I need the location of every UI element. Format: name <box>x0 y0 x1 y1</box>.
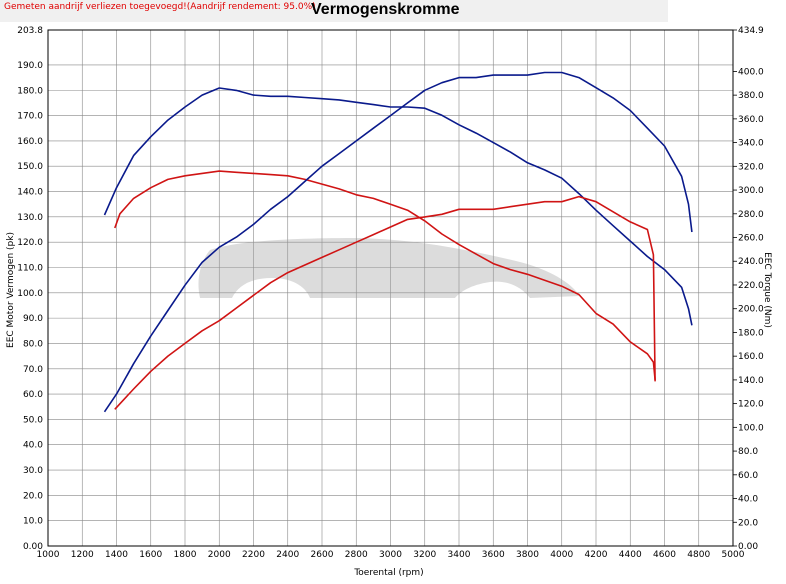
x-tick-label: 1400 <box>105 550 128 560</box>
plot-frame <box>47 29 734 547</box>
y-tick-label: 110.0 <box>17 263 43 273</box>
y2-tick-label: 140.0 <box>738 376 764 386</box>
series-line-3 <box>103 71 693 413</box>
y-tick-label: 40.0 <box>23 441 43 451</box>
y2-tick-label: 434.9 <box>738 26 764 36</box>
series-line-2 <box>114 170 656 380</box>
y2-tick-label: 60.0 <box>738 471 758 481</box>
y-tick-label: 140.0 <box>17 188 43 198</box>
y-tick-label: 100.0 <box>17 289 43 299</box>
y2-tick-label: 200.0 <box>738 305 764 315</box>
y-tick-label: 70.0 <box>23 365 43 375</box>
x-tick-label: 1200 <box>71 550 94 560</box>
y2-tick-label: 360.0 <box>738 115 764 125</box>
y-tick-label: 50.0 <box>23 415 43 425</box>
y2-tick-label: 40.0 <box>738 495 758 505</box>
y-tick-label: 180.0 <box>17 86 43 96</box>
y-tick-label: 30.0 <box>23 466 43 476</box>
x-tick-label: 2800 <box>345 550 368 560</box>
y-tick-label: 203.8 <box>17 26 43 36</box>
x-tick-label: 4800 <box>687 550 710 560</box>
x-tick-label: 1000 <box>37 550 60 560</box>
y-tick-label: 150.0 <box>17 162 43 172</box>
y2-tick-label: 300.0 <box>738 186 764 196</box>
y-tick-label: 90.0 <box>23 314 43 324</box>
y-tick-label: 160.0 <box>17 137 43 147</box>
car-silhouette-shape <box>198 238 580 298</box>
x-tick-label: 4400 <box>619 550 642 560</box>
y2-tick-label: 240.0 <box>738 257 764 267</box>
x-tick-label: 1600 <box>139 550 162 560</box>
y2-tick-label: 160.0 <box>738 352 764 362</box>
y-tick-label: 20.0 <box>23 491 43 501</box>
y2-tick-label: 260.0 <box>738 234 764 244</box>
x-tick-label: 2400 <box>276 550 299 560</box>
x-tick-label: 4000 <box>550 550 573 560</box>
chart-title: Vermogenskromme <box>311 1 460 18</box>
y-tick-label: 120.0 <box>17 238 43 248</box>
y-tick-label: 170.0 <box>17 112 43 122</box>
y2-tick-label: 220.0 <box>738 281 764 291</box>
y-tick-label: 190.0 <box>17 61 43 71</box>
header-bar: Gemeten aandrijf verliezen toegevoegd!(A… <box>0 0 668 22</box>
y2-tick-label: 340.0 <box>738 139 764 149</box>
y2-tick-label: 100.0 <box>738 423 764 433</box>
y2-tick-label: 0.00 <box>738 542 758 552</box>
y-tick-label: 80.0 <box>23 339 43 349</box>
y-axis-label: EEC Motor Vermogen (pk) <box>6 232 16 348</box>
y2-tick-label: 320.0 <box>738 162 764 172</box>
x-tick-label: 3000 <box>379 550 402 560</box>
chart-series <box>103 71 693 413</box>
series-line-4 <box>114 195 656 410</box>
x-tick-label: 3200 <box>413 550 436 560</box>
y-tick-label: 0.00 <box>23 542 43 552</box>
x-tick-label: 2000 <box>208 550 231 560</box>
drivetrain-loss-note: Gemeten aandrijf verliezen toegevoegd!(A… <box>4 2 316 12</box>
y2-tick-label: 380.0 <box>738 91 764 101</box>
x-tick-label: 2200 <box>242 550 265 560</box>
chart-axes: 1000 1200 1400 1600 1800 2000 2200 2400 2600 2800… <box>17 26 764 560</box>
y2-tick-label: 400.0 <box>738 67 764 77</box>
y2-tick-label: 180.0 <box>738 328 764 338</box>
y2-tick-label: 120.0 <box>738 400 764 410</box>
y-tick-label: 60.0 <box>23 390 43 400</box>
x-tick-label: 4600 <box>653 550 676 560</box>
x-tick-label: 3400 <box>448 550 471 560</box>
series-line-1 <box>103 87 693 326</box>
y2-tick-label: 20.0 <box>738 518 758 528</box>
y2-tick-label: 80.0 <box>738 447 758 457</box>
x-tick-label: 4200 <box>585 550 608 560</box>
x-tick-label: 3600 <box>482 550 505 560</box>
x-tick-label: 3800 <box>516 550 539 560</box>
y-tick-label: 130.0 <box>17 213 43 223</box>
x-tick-label: 2600 <box>311 550 334 560</box>
x-tick-label: 1800 <box>174 550 197 560</box>
y-tick-label: 10.0 <box>23 517 43 527</box>
y2-axis-label: EEC Torque (Nm) <box>762 252 772 328</box>
x-axis-label: Toerental (rpm) <box>353 568 423 578</box>
car-watermark <box>198 238 580 298</box>
y2-tick-label: 280.0 <box>738 210 764 220</box>
x-tick-label: 5000 <box>722 550 745 560</box>
